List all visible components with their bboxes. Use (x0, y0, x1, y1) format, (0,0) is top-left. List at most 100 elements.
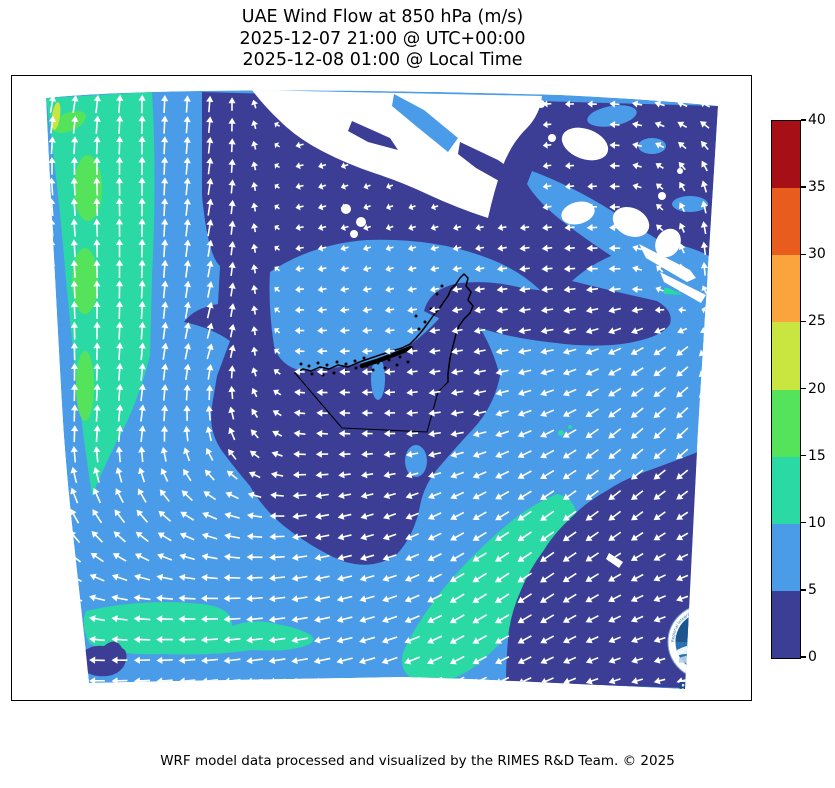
wind-arrow (585, 306, 599, 314)
wind-arrow (48, 445, 56, 463)
wind-arrow (541, 244, 553, 252)
wind-arrow (228, 385, 236, 400)
wind-arrow (340, 244, 349, 252)
wind-arrow (450, 491, 465, 500)
wind-arrow (496, 265, 508, 273)
wind-arrow (677, 121, 688, 129)
wind-arrow (585, 636, 599, 644)
wind-arrow (406, 368, 418, 376)
wind-arrow (249, 450, 260, 459)
colorbar-segment (772, 456, 800, 524)
wind-arrow (540, 510, 555, 521)
wind-arrow (158, 510, 172, 522)
wind-arrow (47, 530, 58, 544)
dark-band-0-5 (424, 282, 668, 345)
wind-arrow (540, 635, 555, 644)
colorbar-segment (772, 523, 800, 591)
wind-arrow (93, 259, 101, 278)
wind-arrow (183, 405, 191, 421)
wind-arrow (587, 100, 597, 108)
wind-arrow (405, 471, 419, 479)
wind-arrow (700, 241, 708, 255)
wind-arrow (383, 512, 397, 520)
wind-arrow (138, 177, 146, 196)
wind-arrow (161, 321, 169, 340)
wind-arrow (70, 198, 78, 217)
wind-arrow (359, 616, 375, 624)
wind-arrow (112, 553, 127, 562)
wind-arrow (361, 388, 373, 396)
wind-arrow (206, 219, 214, 237)
wind-arrow (585, 531, 599, 542)
wind-arrow (178, 594, 196, 602)
wind-arrow (156, 636, 173, 644)
wind-arrow (473, 368, 486, 376)
wind-arrow (251, 367, 259, 377)
wind-arrow (115, 177, 124, 196)
wind-arrow (427, 532, 442, 541)
wind-arrow (228, 179, 236, 194)
colorbar-tick-label: 5 (808, 581, 817, 598)
wind-arrow (676, 677, 688, 685)
map-frame: Regional Integrated Multi-Hazard Early W… (11, 75, 752, 701)
wind-arrow (519, 223, 530, 232)
wind-arrow (116, 404, 124, 422)
wind-arrow (93, 342, 101, 361)
wind-arrow (408, 224, 417, 231)
wind-arrow (407, 285, 417, 293)
wind-arrow (586, 285, 599, 293)
wind-arrow (630, 367, 644, 376)
wind-arrow (274, 183, 280, 190)
wind-arrow (223, 636, 241, 644)
wind-arrow (201, 656, 218, 665)
wind-arrow (631, 285, 643, 294)
wind-arrow (317, 224, 327, 231)
wind-arrow (161, 259, 169, 278)
wind-arrow (160, 468, 169, 482)
wind-arrow (46, 656, 60, 664)
wind-arrow (517, 531, 532, 542)
wind-arrow (228, 138, 236, 153)
wind-arrow (91, 530, 104, 543)
wind-arrow (585, 552, 599, 562)
colorbar-segment (772, 120, 800, 189)
wind-arrow (48, 425, 56, 443)
colorbar-segment (772, 254, 800, 323)
wind-arrow (138, 197, 146, 217)
wind-arrow (428, 368, 441, 376)
wind-arrow (679, 286, 686, 293)
wind-arrow (383, 471, 396, 479)
wind-arrow (653, 448, 666, 460)
wind-arrow (359, 595, 375, 603)
wind-arrow (449, 634, 465, 644)
wind-arrow (656, 224, 664, 232)
wind-arrow (517, 635, 532, 644)
wind-arrow (494, 572, 510, 583)
wind-arrow (295, 141, 304, 149)
wind-arrow (562, 408, 577, 417)
wind-arrow (383, 409, 396, 417)
wind-arrow (115, 280, 124, 299)
wind-arrow (116, 94, 124, 114)
wind-arrow (161, 177, 169, 196)
wind-arrow (360, 512, 374, 520)
wind-arrow (339, 368, 350, 376)
wind-arrow (654, 121, 665, 129)
footer-credit: WRF model data processed and visualized … (160, 753, 675, 769)
wind-arrow (181, 490, 193, 502)
wind-arrow (133, 635, 151, 644)
wind-arrow (497, 223, 507, 232)
wind-arrow (225, 491, 239, 500)
wind-arrow (274, 328, 281, 334)
wind-arrow (70, 487, 79, 504)
wind-arrow (315, 512, 330, 520)
wind-arrow (339, 306, 350, 314)
wind-arrow (517, 429, 532, 438)
wind-arrow (93, 300, 101, 320)
wind-arrow (115, 259, 124, 279)
wind-arrow (452, 285, 463, 293)
wind-arrow (70, 466, 78, 483)
wind-arrow (609, 223, 620, 232)
wind-arrow (339, 388, 350, 397)
wind-arrow (563, 265, 576, 273)
